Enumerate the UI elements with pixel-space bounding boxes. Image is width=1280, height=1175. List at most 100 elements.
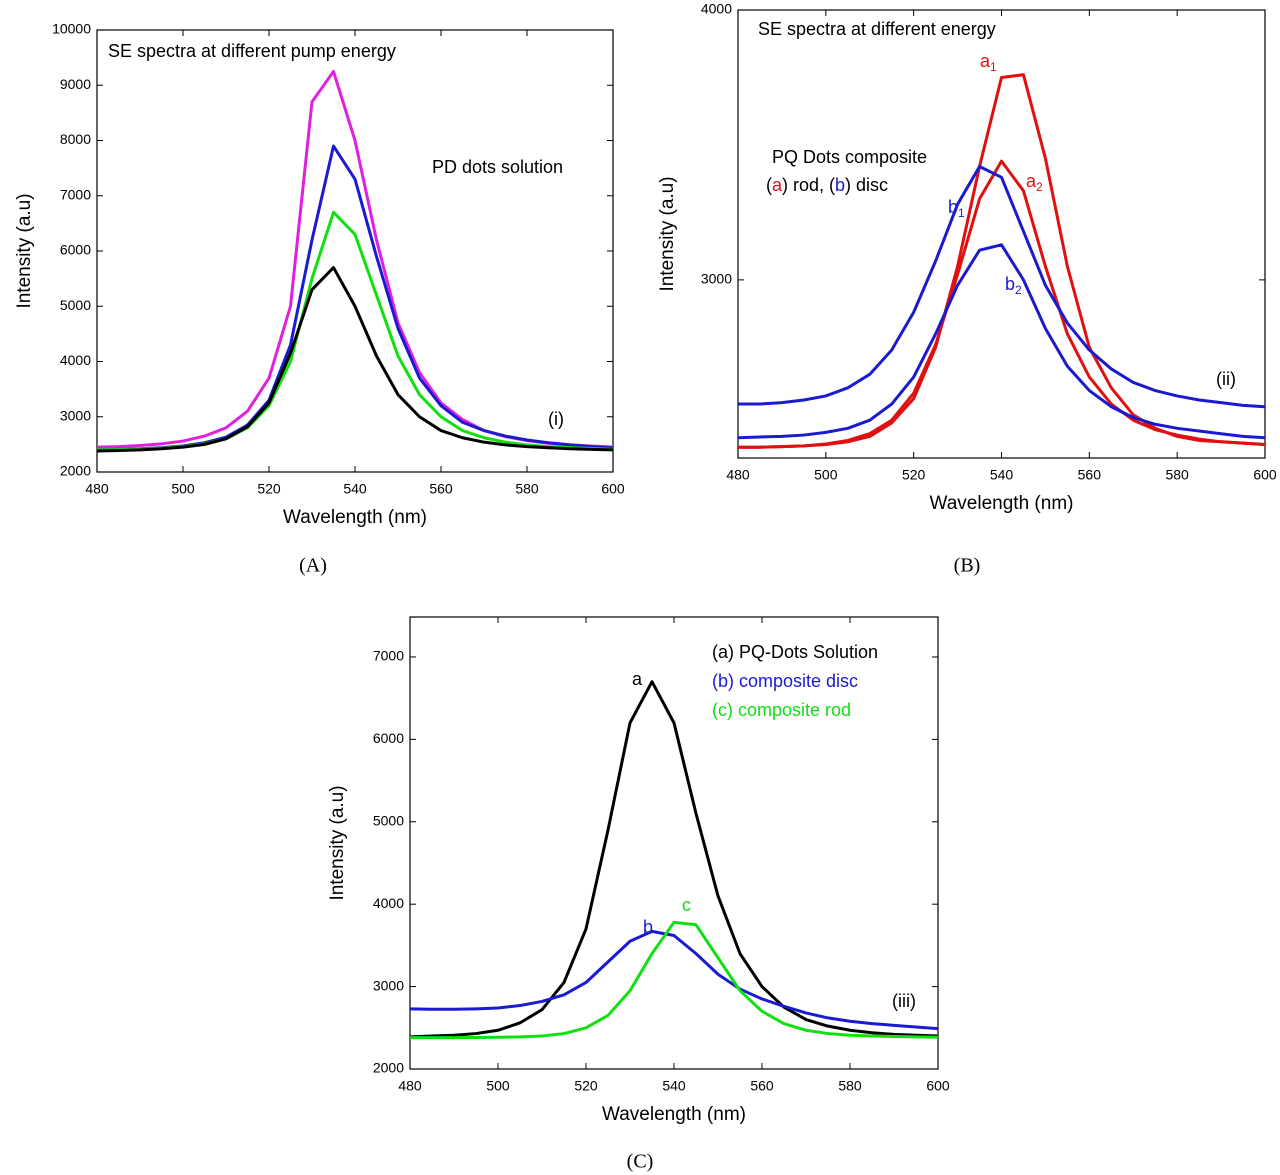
y-tick-label: 2000	[373, 1060, 404, 1076]
annotation-text: b	[948, 197, 958, 217]
annotation-text: a	[632, 669, 643, 689]
legend-entry: (b) composite disc	[712, 671, 858, 691]
x-axis-label: Wavelength (nm)	[930, 493, 1074, 514]
annotation: (i)	[548, 409, 564, 429]
x-tick-label: 560	[1078, 467, 1102, 483]
x-tick-label: 580	[1165, 467, 1189, 483]
caption: (C)	[627, 1151, 654, 1173]
caption: (B)	[954, 555, 981, 577]
x-tick-label: 480	[726, 467, 750, 483]
annotation-sub: 2	[1036, 180, 1043, 194]
legend-entry: (c) composite rod	[712, 700, 851, 720]
annotation-part: (	[766, 175, 772, 195]
annotation-part: a	[772, 175, 783, 195]
x-tick-label: 500	[486, 1078, 510, 1094]
y-axis-label: Intensity (a.u)	[14, 193, 35, 308]
plot-frame	[96, 29, 614, 473]
series-line	[410, 680, 938, 1039]
annotation: a1	[980, 51, 997, 74]
legend-entry: (a) PQ-Dots Solution	[712, 642, 878, 662]
plot-frame	[409, 616, 939, 1070]
x-axis-label: Wavelength (nm)	[602, 1104, 746, 1125]
annotation-text: (i)	[548, 409, 564, 429]
y-tick-label: 7000	[373, 648, 404, 664]
annotation: PQ Dots composite	[772, 147, 927, 167]
plot-frame	[737, 9, 1266, 459]
y-tick-label: 4000	[60, 352, 91, 368]
series-line	[738, 73, 1265, 449]
x-tick-label: 600	[1253, 467, 1277, 483]
annotation: (ii)	[1216, 369, 1236, 389]
x-tick-label: 500	[171, 481, 195, 497]
annotation: b	[643, 917, 653, 937]
series-line	[97, 266, 613, 453]
x-tick-label: 480	[398, 1078, 422, 1094]
y-tick-label: 6000	[60, 242, 91, 258]
annotation-part: b	[835, 175, 845, 195]
annotation-text: a	[1026, 171, 1037, 191]
series-line	[738, 165, 1265, 409]
annotation: (a) rod, (b) disc	[766, 175, 888, 195]
series-line	[97, 144, 613, 452]
chart-title: SE spectra at different energy	[758, 19, 996, 39]
series-line	[410, 920, 938, 1040]
x-tick-label: 540	[343, 481, 367, 497]
annotation-text: b	[643, 917, 653, 937]
series-line	[97, 210, 613, 452]
annotation-text: c	[682, 895, 691, 915]
y-tick-label: 4000	[373, 895, 404, 911]
y-tick-label: 7000	[60, 186, 91, 202]
annotation-sub: 2	[1015, 283, 1022, 297]
y-tick-label: 4000	[701, 1, 732, 17]
x-tick-label: 580	[838, 1078, 862, 1094]
y-axis-label: Intensity (a.u)	[327, 785, 348, 900]
x-tick-label: 600	[601, 481, 625, 497]
x-tick-label: 560	[429, 481, 453, 497]
annotation-text: PQ Dots composite	[772, 147, 927, 167]
y-tick-label: 3000	[701, 271, 732, 287]
x-tick-label: 520	[574, 1078, 598, 1094]
annotation: b2	[1005, 274, 1022, 297]
annotation: b1	[948, 197, 965, 220]
series-line	[738, 243, 1265, 440]
x-tick-label: 600	[926, 1078, 950, 1094]
x-tick-label: 560	[750, 1078, 774, 1094]
annotation-part: ) rod, (	[782, 175, 835, 195]
series-line	[738, 159, 1265, 449]
y-tick-label: 5000	[60, 297, 91, 313]
y-tick-label: 3000	[373, 977, 404, 993]
x-tick-label: 480	[85, 481, 109, 497]
x-tick-label: 520	[257, 481, 281, 497]
annotation: PD dots solution	[432, 157, 563, 177]
annotation-part: ) disc	[845, 175, 888, 195]
annotation-text: b	[1005, 274, 1015, 294]
y-tick-label: 2000	[60, 463, 91, 479]
series-line	[97, 69, 613, 449]
y-tick-label: 3000	[60, 407, 91, 423]
annotation: c	[682, 895, 691, 915]
series-line	[410, 929, 938, 1031]
x-axis-label: Wavelength (nm)	[283, 507, 427, 528]
x-tick-label: 500	[814, 467, 838, 483]
y-tick-label: 5000	[373, 812, 404, 828]
y-tick-label: 9000	[60, 76, 91, 92]
caption: (A)	[299, 555, 327, 577]
annotation-text: (iii)	[892, 991, 916, 1011]
x-tick-label: 520	[902, 467, 926, 483]
annotation: (iii)	[892, 991, 916, 1011]
y-tick-label: 10000	[52, 21, 91, 37]
annotation: a	[632, 669, 643, 689]
x-tick-label: 580	[515, 481, 539, 497]
annotation-sub: 1	[958, 206, 965, 220]
annotation-text: PD dots solution	[432, 157, 563, 177]
annotation: a2	[1026, 171, 1043, 194]
annotation-text: (ii)	[1216, 369, 1236, 389]
y-axis-label: Intensity (a.u)	[657, 176, 678, 291]
y-tick-label: 8000	[60, 131, 91, 147]
chart-title: SE spectra at different pump energy	[108, 41, 396, 61]
y-tick-label: 6000	[373, 730, 404, 746]
x-tick-label: 540	[990, 467, 1014, 483]
annotation-text: a	[980, 51, 991, 71]
